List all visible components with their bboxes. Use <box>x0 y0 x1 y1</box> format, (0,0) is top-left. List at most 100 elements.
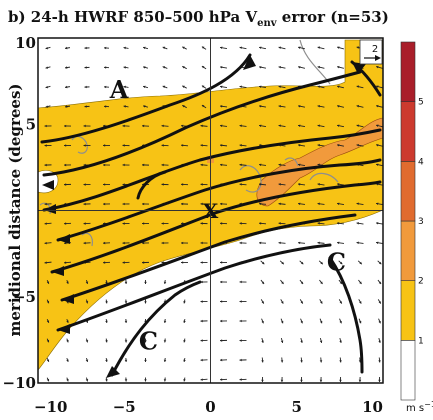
wind-vector-head <box>163 320 167 323</box>
wind-vector-head <box>182 46 185 49</box>
wind-vector-head <box>161 124 164 128</box>
wind-vector-head <box>259 85 262 89</box>
wind-vector-head <box>220 66 223 69</box>
wind-vector-head <box>280 379 284 382</box>
wind-vector-head <box>105 281 108 284</box>
wind-vector-head <box>200 378 203 381</box>
wind-vector-head <box>183 340 186 343</box>
wind-vector-head <box>356 143 359 147</box>
wind-vector-head <box>337 46 340 49</box>
wind-vector-head <box>163 281 167 284</box>
wind-vector-head <box>142 261 145 264</box>
wind-vector-head <box>183 359 186 362</box>
wind-vector-head <box>239 300 242 303</box>
reference-vector-label: 2 <box>372 44 378 55</box>
colorbar-segment <box>400 220 416 281</box>
wind-vector-head <box>278 104 281 108</box>
wind-vector-head <box>122 144 125 147</box>
colorbar-tick-label: 1 <box>418 336 424 346</box>
wind-vector-head <box>317 85 320 88</box>
colorbar-tick-label: 2 <box>418 277 424 287</box>
wind-vector-head <box>44 241 47 245</box>
wind-vector-head <box>376 222 379 225</box>
wind-vector-head <box>356 241 359 245</box>
wind-vector-head <box>337 65 340 69</box>
storm-center-marker: X <box>203 199 219 223</box>
streamline <box>136 170 167 200</box>
wind-vector-head <box>105 301 108 304</box>
wind-vector-head <box>201 105 205 108</box>
wind-vector-head <box>378 379 381 382</box>
wind-vector-head <box>220 85 223 89</box>
wind-vector-head <box>259 65 262 69</box>
wind-vector-head <box>281 261 284 265</box>
wind-vector-head <box>144 379 147 382</box>
wind-vector-head <box>339 320 342 324</box>
wind-vector-head <box>161 183 164 186</box>
wind-vector-head <box>124 379 128 382</box>
wind-vector-head <box>300 301 303 304</box>
wind-vector-head <box>320 301 323 304</box>
wind-vector-head <box>124 281 128 284</box>
wind-vector-head <box>378 281 382 284</box>
wind-vector-head <box>356 124 359 127</box>
wind-vector-head <box>64 183 67 186</box>
wind-vector-head <box>259 163 262 167</box>
plot-frame <box>37 37 384 384</box>
wind-vector-head <box>85 379 89 382</box>
wind-vector-head <box>239 46 242 50</box>
wind-vector-head <box>46 339 50 343</box>
streamline <box>56 243 332 332</box>
wind-vector-head <box>239 339 242 342</box>
wind-vector-head <box>259 241 262 245</box>
wind-vector-head <box>337 202 340 206</box>
wind-vector-head <box>200 183 203 186</box>
wind-vector-head <box>300 360 303 363</box>
y-tick-label: −10 <box>3 374 36 392</box>
wind-vector-head <box>123 66 126 69</box>
wind-vector-head <box>44 144 47 147</box>
figure-title: b) 24-h HWRF 850–500 hPa Venv error (n=5… <box>8 8 389 29</box>
wind-vector-head <box>85 281 89 284</box>
wind-vector-head <box>45 105 48 108</box>
wind-vector-head <box>376 104 379 108</box>
wind-vector-head <box>298 183 301 186</box>
wind-vector-head <box>259 124 262 128</box>
wind-vector-head <box>144 359 147 362</box>
colorbar-segment <box>400 101 416 162</box>
x-tick-label: −10 <box>34 398 67 416</box>
wind-vector-head <box>66 359 69 362</box>
wind-vector-head <box>337 183 340 186</box>
wind-vector-head <box>317 124 320 128</box>
wind-vector-head <box>103 261 106 264</box>
wind-vector-head <box>142 222 145 225</box>
wind-vector-head <box>239 241 242 245</box>
wind-vector-head <box>319 360 323 363</box>
wind-vector-head <box>337 143 340 147</box>
wind-vector-head <box>239 124 242 128</box>
wind-vector-head <box>317 46 320 49</box>
x-tick-label: −5 <box>113 398 136 416</box>
wind-vector-head <box>84 105 87 108</box>
wind-vector-head <box>298 65 301 69</box>
wind-vector-head <box>298 46 301 49</box>
wind-vector-head <box>339 360 342 363</box>
wind-vector-head <box>163 379 167 382</box>
wind-vector-head <box>66 378 69 382</box>
wind-vector-head <box>220 202 223 206</box>
wind-vector-head <box>378 261 382 265</box>
wind-vector-head <box>356 222 359 225</box>
wind-vector-head <box>84 66 87 69</box>
wind-vector-head <box>44 202 47 206</box>
wind-vector-head <box>298 124 301 128</box>
wind-vector-head <box>376 85 379 88</box>
region-label: C <box>327 247 346 276</box>
wind-vector-head <box>278 46 281 49</box>
wind-vector-head <box>143 66 146 69</box>
wind-vector-head <box>339 281 343 284</box>
colorbar-unit: m s−1 <box>406 400 433 414</box>
wind-vector-head <box>201 66 205 69</box>
colorbar-tick-label: 5 <box>418 98 424 108</box>
streamline <box>42 70 362 177</box>
y-axis-label: meridional distance (degrees) <box>6 84 24 337</box>
